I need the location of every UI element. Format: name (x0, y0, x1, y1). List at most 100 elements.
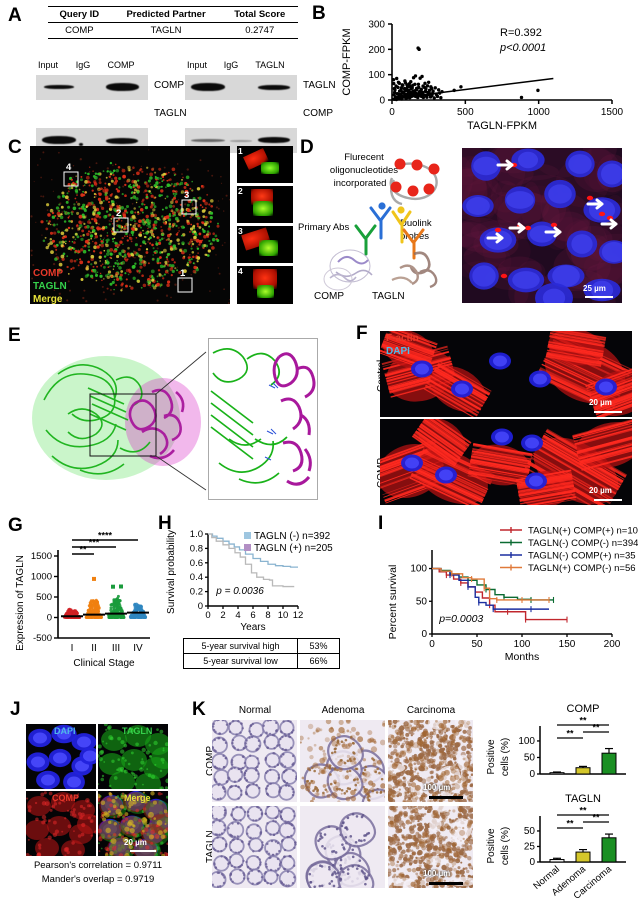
cell-predicted-partner: TAGLN (110, 22, 222, 39)
ihc-pixels (300, 720, 385, 802)
svg-text:Expression of TAGLN: Expression of TAGLN (15, 555, 26, 651)
panel-k-scale-bar-comp (429, 796, 463, 799)
panel-j-label-tagln: TAGLN (122, 726, 153, 736)
svg-text:0: 0 (389, 107, 395, 118)
svg-text:150: 150 (559, 639, 576, 650)
svg-text:TAGLN(-) COMP(+) n=35: TAGLN(-) COMP(+) n=35 (528, 550, 636, 561)
panel-c-inset-2: 2 (237, 186, 293, 223)
svg-text:TAGLN(+) COMP(+) n=107: TAGLN(+) COMP(+) n=107 (528, 525, 638, 536)
svg-text:-500: -500 (33, 633, 52, 644)
panel-a-blot-right: Input IgG TAGLN TAGLN COMP (185, 60, 336, 153)
panel-c-confocal-image (30, 146, 230, 304)
panel-c-channel-label-comp: COMP (33, 268, 63, 279)
cell-total-score: 0.2747 (221, 22, 298, 39)
svg-text:p<0.0001: p<0.0001 (499, 42, 546, 54)
panel-j-scale-text: 20 µm (124, 838, 147, 847)
inset-number: 1 (238, 146, 243, 156)
panel-k-bar-chart-comp: COMP 0 50 100 ** ** ** Positive cells (%) (478, 702, 638, 800)
panel-e-protein-structure (32, 351, 207, 491)
svg-text:0: 0 (47, 613, 52, 624)
blot-strip-comp (36, 75, 148, 100)
panel-j-tile-merge (98, 791, 168, 856)
panel-d-scale-bar (585, 296, 613, 298)
panel-j-scale-bar (130, 850, 156, 852)
panel-k-image-comp-adenoma (300, 720, 385, 802)
col-total-score: Total Score (221, 6, 298, 23)
panel-j-image-grid: DAPI TAGLN COMP Merge 20 µm (26, 724, 168, 856)
panel-d-text-incorporated: incorporated (333, 178, 387, 189)
svg-text:0: 0 (429, 639, 435, 650)
panel-label-e: E (8, 325, 21, 346)
svg-text:COMP-FPKM: COMP-FPKM (341, 28, 353, 95)
cell-5yr-high-label: 5-year survival high (183, 638, 298, 654)
cell-5yr-high-value: 53% (297, 638, 340, 654)
panel-d-duolink-schematic (323, 158, 440, 291)
panel-j-label-merge: Merge (124, 793, 151, 803)
inset-number: 3 (238, 226, 243, 236)
svg-text:TAGLN(+) COMP(-) n=56: TAGLN(+) COMP(-) n=56 (528, 563, 636, 574)
svg-text:0.4: 0.4 (190, 572, 203, 583)
svg-text:TAGLN (-) n=392: TAGLN (-) n=392 (254, 531, 331, 542)
lane-label-comp: COMP (107, 60, 135, 70)
panel-f-channel-label-factin: F-actin (386, 333, 419, 344)
panel-g-dot-plot: -500 0 500 1000 1500 I II III IV ** *** **** Clinica… (10, 528, 160, 678)
panel-k-image-comp-carcinoma (388, 720, 473, 802)
svg-text:II: II (91, 643, 97, 654)
panel-j-pixels-dapi (26, 724, 96, 789)
lane-label-igg: IgG (75, 60, 91, 70)
panel-b-scatter-chart: 0 100 200 300 0 500 1000 1500 R=0.392 p<0.0001 TAG… (330, 8, 630, 133)
panel-k-image-tagln-normal (212, 806, 297, 888)
panel-c-inset-1: 1 (237, 146, 293, 183)
panel-f-scale-bar-comp (594, 499, 622, 501)
blot-strip-tagln (185, 75, 297, 100)
svg-text:TAGLN(-) COMP(-) n=394: TAGLN(-) COMP(-) n=394 (528, 538, 638, 549)
svg-text:0.2: 0.2 (190, 587, 203, 598)
svg-text:1500: 1500 (31, 551, 52, 562)
svg-text:Clinical Stage: Clinical Stage (73, 658, 135, 669)
svg-text:2: 2 (220, 610, 225, 621)
ihc-pixels (388, 720, 473, 802)
panel-label-d: D (300, 137, 314, 158)
panel-label-h: H (158, 513, 172, 534)
svg-text:200: 200 (368, 45, 385, 56)
panel-f-scale-text-comp: 20 µm (589, 486, 612, 495)
inset-number: 4 (238, 266, 243, 276)
svg-text:8: 8 (265, 610, 270, 621)
svg-text:**: ** (79, 545, 87, 555)
col-predicted-partner: Predicted Partner (110, 6, 222, 23)
svg-text:500: 500 (36, 592, 52, 603)
table-row: 5-year survival low 66% (183, 653, 340, 669)
panel-e-zoom-box (208, 338, 318, 500)
svg-text:100: 100 (368, 70, 385, 81)
panel-f-scale-bar-control (594, 411, 622, 413)
svg-text:0: 0 (205, 610, 210, 621)
ihc-pixels (388, 806, 473, 888)
panel-h-survival-chart: 0 0.2 0.4 0.6 0.8 1.0 0 2 4 6 8 10 12 p = 0.0036 Years… (162, 522, 347, 637)
svg-text:100: 100 (410, 564, 427, 575)
panel-label-k: K (192, 699, 206, 720)
panel-k-image-tagln-carcinoma (388, 806, 473, 888)
svg-text:IV: IV (133, 643, 143, 654)
svg-text:p=0.0003: p=0.0003 (438, 613, 483, 625)
svg-text:4: 4 (235, 610, 240, 621)
svg-text:Percent survival: Percent survival (387, 565, 399, 640)
panel-d-protein-label-comp: COMP (314, 291, 344, 302)
panel-j-tile-tagln (98, 724, 168, 789)
ihc-pixels (212, 720, 297, 802)
svg-text:Survival probability: Survival probability (166, 530, 177, 614)
ihc-pixels (300, 806, 385, 888)
panel-j-caption-manders: Mander's overlap = 0.9719 (41, 874, 155, 885)
panel-label-j: J (10, 699, 21, 720)
panel-j-tile-comp (26, 791, 96, 856)
blot-row-label-comp: COMP (154, 80, 184, 91)
panel-j-pixels-comp (26, 791, 96, 856)
svg-text:1500: 1500 (601, 107, 624, 118)
panel-label-g: G (8, 515, 23, 536)
svg-text:III: III (112, 643, 120, 654)
panel-j-label-dapi: DAPI (54, 726, 76, 736)
svg-text:0.6: 0.6 (190, 558, 203, 569)
svg-text:6: 6 (250, 610, 255, 621)
svg-text:1000: 1000 (528, 107, 551, 118)
panel-f-scale-text-control: 20 µm (589, 398, 612, 407)
